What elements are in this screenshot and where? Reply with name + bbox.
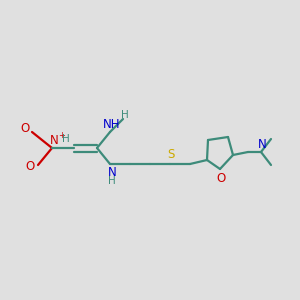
Text: O: O [26, 160, 34, 173]
Text: H: H [108, 176, 116, 186]
Text: O: O [20, 122, 30, 136]
Text: NH: NH [103, 118, 121, 130]
Text: H: H [121, 110, 129, 120]
Text: N: N [108, 166, 116, 178]
Text: +: + [58, 131, 65, 140]
Text: N: N [258, 137, 266, 151]
Text: H: H [62, 134, 70, 144]
Text: O: O [216, 172, 226, 184]
Text: N: N [50, 134, 58, 146]
Text: S: S [167, 148, 175, 161]
